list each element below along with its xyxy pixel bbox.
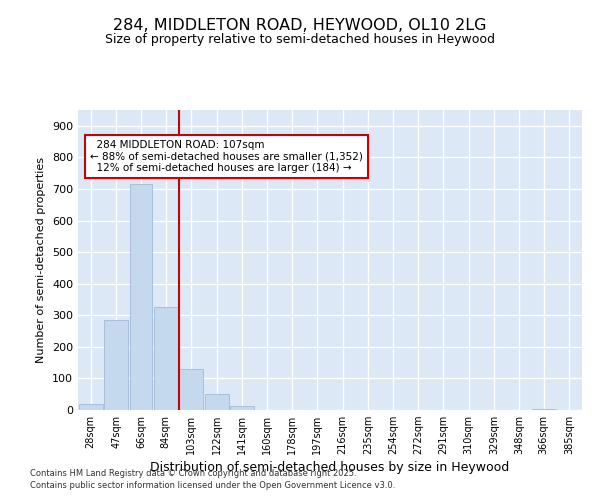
Text: 284 MIDDLETON ROAD: 107sqm
← 88% of semi-detached houses are smaller (1,352)
  1: 284 MIDDLETON ROAD: 107sqm ← 88% of semi… bbox=[90, 140, 363, 173]
Bar bbox=[230, 406, 254, 410]
Bar bbox=[205, 394, 229, 410]
Text: Contains HM Land Registry data © Crown copyright and database right 2025.: Contains HM Land Registry data © Crown c… bbox=[30, 468, 356, 477]
Y-axis label: Number of semi-detached properties: Number of semi-detached properties bbox=[37, 157, 46, 363]
Bar bbox=[104, 320, 128, 410]
Bar bbox=[154, 308, 178, 410]
Bar bbox=[179, 369, 203, 410]
Bar bbox=[532, 408, 556, 410]
Text: Size of property relative to semi-detached houses in Heywood: Size of property relative to semi-detach… bbox=[105, 32, 495, 46]
Text: 284, MIDDLETON ROAD, HEYWOOD, OL10 2LG: 284, MIDDLETON ROAD, HEYWOOD, OL10 2LG bbox=[113, 18, 487, 32]
Text: Contains public sector information licensed under the Open Government Licence v3: Contains public sector information licen… bbox=[30, 481, 395, 490]
Bar bbox=[79, 404, 103, 410]
Bar bbox=[130, 184, 152, 410]
X-axis label: Distribution of semi-detached houses by size in Heywood: Distribution of semi-detached houses by … bbox=[151, 462, 509, 474]
